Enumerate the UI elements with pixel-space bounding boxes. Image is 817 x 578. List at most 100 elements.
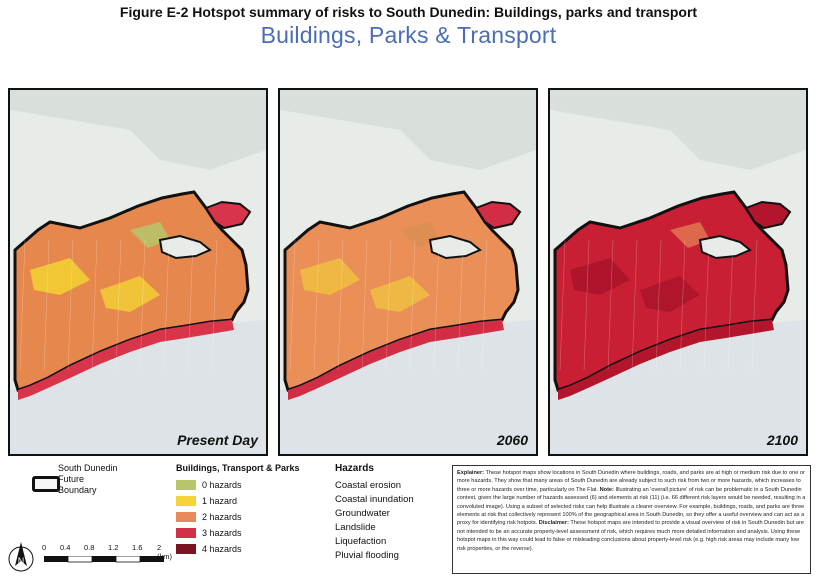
hazard-patch bbox=[100, 276, 160, 312]
street-line bbox=[163, 239, 170, 371]
street-line bbox=[361, 239, 368, 371]
hazard-patch bbox=[570, 258, 630, 295]
legend-item-label: 0 hazards bbox=[202, 480, 242, 490]
legend-swatch-icon bbox=[176, 496, 196, 506]
figure-subtitle: Buildings, Parks & Transport bbox=[260, 22, 557, 48]
hazards-title: Hazards bbox=[335, 463, 374, 474]
map-panel-2060[interactable]: 2060 bbox=[278, 88, 538, 456]
street-line bbox=[655, 239, 662, 371]
boundary-swatch-icon bbox=[32, 476, 60, 492]
note-text: Illustrating an 'overall picture' of ris… bbox=[457, 486, 806, 527]
scale-tick-label: 0.4 bbox=[60, 543, 71, 552]
street-line bbox=[289, 239, 296, 371]
street-line bbox=[115, 239, 122, 371]
street-line bbox=[583, 239, 590, 371]
note-label: Note: bbox=[599, 486, 614, 493]
street-line bbox=[727, 239, 734, 371]
peninsula-area bbox=[474, 200, 522, 230]
legend-swatch-icon bbox=[176, 528, 196, 538]
hazard-item: Pluvial flooding bbox=[335, 550, 399, 561]
legend-item-label: 1 hazard bbox=[202, 496, 238, 506]
harbour-inlet bbox=[428, 234, 482, 260]
category-legend-title: Buildings, Transport & Parks bbox=[176, 463, 300, 473]
ocean-water bbox=[10, 320, 266, 454]
coastal-hazard-strip bbox=[558, 320, 774, 400]
street-line bbox=[211, 239, 218, 371]
coastal-hazard-strip bbox=[18, 320, 234, 400]
street-line bbox=[631, 239, 638, 371]
hotspot-map bbox=[10, 90, 266, 454]
boundary-legend-label: South Dunedin Future Boundary bbox=[58, 463, 148, 496]
hazard-patch bbox=[300, 258, 360, 295]
map-label: 2060 bbox=[496, 432, 528, 448]
street-line bbox=[457, 239, 464, 371]
street-line bbox=[409, 239, 416, 371]
street-line bbox=[67, 239, 74, 371]
legend-swatch-icon bbox=[176, 512, 196, 522]
hazard-item: Groundwater bbox=[335, 508, 390, 519]
harbour-water bbox=[280, 90, 536, 170]
hotspot-map bbox=[280, 90, 536, 454]
legend-item-label: 2 hazards bbox=[202, 512, 242, 522]
hazard-patch bbox=[370, 276, 430, 312]
north-arrow-icon: N bbox=[8, 542, 34, 572]
street-line bbox=[703, 239, 710, 371]
harbour-water bbox=[550, 90, 806, 170]
disclaimer-label: Disclaimer: bbox=[538, 520, 569, 527]
map-label: 2100 bbox=[766, 432, 798, 448]
street-line bbox=[433, 239, 440, 371]
street-line bbox=[91, 239, 98, 371]
street-line bbox=[19, 239, 26, 371]
coastal-hazard-strip bbox=[288, 320, 504, 400]
explainer-label: Explainer: bbox=[457, 470, 485, 476]
explainer-box: Explainer: These hotspot maps show locat… bbox=[452, 465, 811, 574]
street-line bbox=[337, 239, 344, 371]
street-line bbox=[385, 239, 392, 371]
map-panel-present-day[interactable]: Present Day bbox=[8, 88, 268, 456]
boundary-label-line: Future bbox=[58, 474, 85, 484]
scale-tick-label: 1.6 bbox=[132, 543, 143, 552]
harbour-water bbox=[10, 90, 266, 170]
street-line bbox=[481, 239, 488, 371]
legend-item: 1 hazard bbox=[176, 496, 237, 506]
scale-tick-label: 2 (km) bbox=[157, 543, 172, 561]
boundary-label-line: South Dunedin bbox=[58, 463, 118, 473]
legend-swatch-icon bbox=[176, 544, 196, 554]
hazard-item: Landslide bbox=[335, 522, 376, 533]
street-line bbox=[43, 239, 50, 371]
harbour-inlet bbox=[158, 234, 212, 260]
hotspot-map bbox=[550, 90, 806, 454]
street-line bbox=[187, 239, 194, 371]
figure-title: Figure E-2 Hotspot summary of risks to S… bbox=[119, 4, 698, 20]
legend-item-label: 4 hazards bbox=[202, 544, 242, 554]
street-line bbox=[607, 239, 614, 371]
disclaimer-text: These hotspot maps are intended to provi… bbox=[457, 520, 804, 552]
scale-tick-label: 0.8 bbox=[84, 543, 95, 552]
legend-swatch-icon bbox=[176, 480, 196, 490]
map-panel-2100[interactable]: 2100 bbox=[548, 88, 808, 456]
hazard-item: Coastal erosion bbox=[335, 480, 402, 491]
legend-item: 4 hazards bbox=[176, 544, 242, 554]
map-label: Present Day bbox=[177, 432, 258, 448]
peninsula-area bbox=[204, 200, 252, 230]
hazard-item: Coastal inundation bbox=[335, 494, 414, 505]
harbour-inlet bbox=[698, 234, 752, 260]
scale-tick-label: 1.2 bbox=[108, 543, 119, 552]
street-line bbox=[313, 239, 320, 371]
legend-item: 2 hazards bbox=[176, 512, 242, 522]
legend-item: 0 hazards bbox=[176, 480, 242, 490]
hazard-patch bbox=[30, 258, 90, 295]
legend-item: 3 hazards bbox=[176, 528, 242, 538]
street-line bbox=[139, 239, 146, 371]
street-line bbox=[751, 239, 758, 371]
peninsula-area bbox=[744, 200, 792, 230]
ocean-water bbox=[280, 320, 536, 454]
hazard-item: Liquefaction bbox=[335, 536, 387, 547]
legend-item-label: 3 hazards bbox=[202, 528, 242, 538]
ocean-water bbox=[550, 320, 806, 454]
explainer-text: These hotspot maps show locations in Sou… bbox=[457, 470, 805, 493]
hazard-patch bbox=[640, 276, 700, 312]
scale-bar-graphic bbox=[44, 556, 164, 563]
north-letter: N bbox=[18, 556, 25, 566]
street-line bbox=[679, 239, 686, 371]
